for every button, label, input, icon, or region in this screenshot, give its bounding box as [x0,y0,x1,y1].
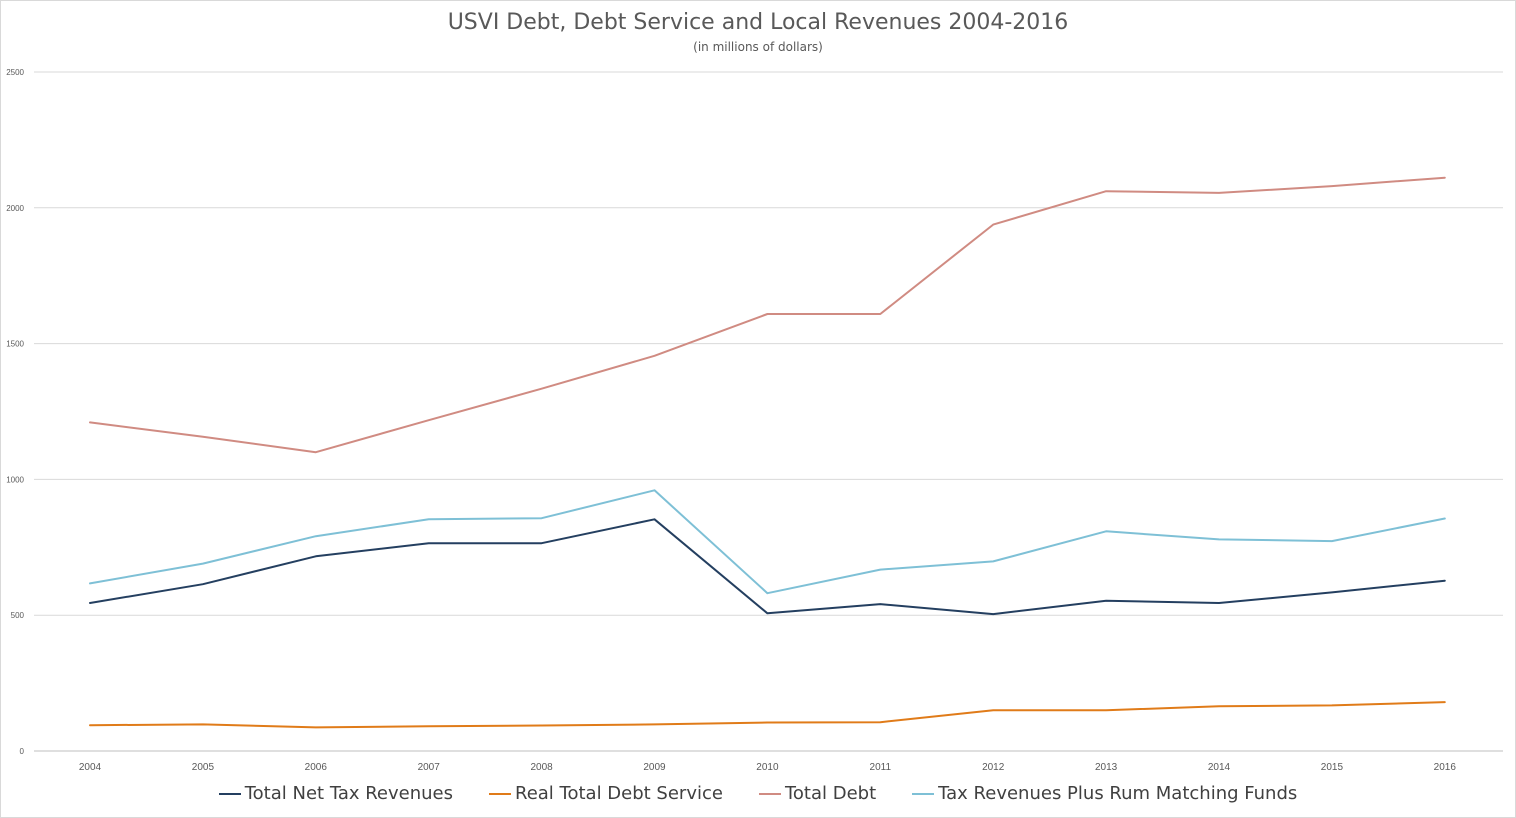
legend-item: Tax Revenues Plus Rum Matching Funds [912,783,1297,804]
x-tick-label: 2007 [418,762,441,773]
x-tick-label: 2015 [1321,762,1344,773]
legend-label: Tax Revenues Plus Rum Matching Funds [938,783,1298,804]
chart-title: USVI Debt, Debt Service and Local Revenu… [447,10,1069,35]
series-line-2 [89,701,1446,729]
legend-swatch [912,792,935,795]
x-tick-label: 2010 [756,762,779,773]
legend-swatch [218,792,241,795]
x-tick-label: 2008 [530,762,553,773]
legend-label: Total Net Tax Revenues [244,783,453,804]
legend-item: Total Net Tax Revenues [218,783,453,804]
x-tick-label: 2014 [1208,762,1231,773]
x-tick-label: 2013 [1095,762,1118,773]
x-tick-label: 2006 [305,762,328,773]
series-line-3 [89,176,1446,454]
y-tick-label: 1000 [6,475,24,484]
legend-item: Total Debt [758,783,877,804]
y-tick-label: 1500 [6,340,24,349]
legend-label: Real Total Debt Service [515,783,723,804]
legend-item: Real Total Debt Service [489,783,723,804]
legend-label: Total Debt [784,783,877,804]
y-tick-label: 2000 [6,204,24,213]
x-tick-label: 2016 [1434,762,1457,773]
y-tick-label: 2500 [6,68,24,77]
x-tick-label: 2004 [79,762,102,773]
y-tick-label: 0 [20,747,25,756]
y-tick-label: 500 [11,611,25,620]
series-line-4 [89,489,1446,595]
legend-swatch [489,792,511,795]
x-tick-label: 2011 [870,762,892,773]
x-tick-label: 2009 [643,762,666,773]
series-line-1 [89,518,1446,616]
legend-swatch [758,792,781,795]
chart-subtitle: (in millions of dollars) [693,40,823,54]
chart-legend: Total Net Tax Revenues Real Total Debt Se… [0,783,1516,804]
x-tick-label: 2012 [982,762,1005,773]
x-tick-label: 2005 [192,762,215,773]
